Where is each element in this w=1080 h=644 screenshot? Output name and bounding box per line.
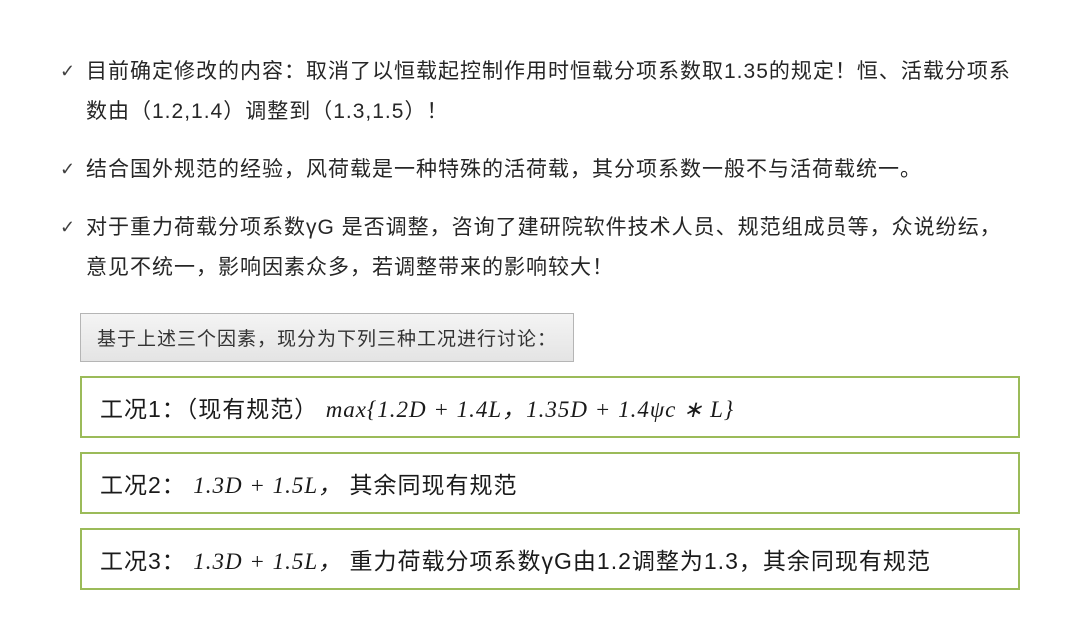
check-icon: ✓: [60, 208, 86, 248]
bullet-text: 对于重力荷载分项系数γG 是否调整，咨询了建研院软件技术人员、规范组成员等，众说…: [86, 208, 1020, 288]
case-label: 工况1：（现有规范）: [100, 396, 318, 422]
case-box-3: 工况3： 1.3D + 1.5L， 重力荷载分项系数γG由1.2调整为1.3，其…: [80, 528, 1020, 590]
bullet-item: ✓ 结合国外规范的经验，风荷载是一种特殊的活荷载，其分项系数一般不与活荷载统一。: [60, 150, 1020, 190]
bullet-item: ✓ 对于重力荷载分项系数γG 是否调整，咨询了建研院软件技术人员、规范组成员等，…: [60, 208, 1020, 288]
case-label: 工况2：: [100, 472, 186, 498]
case-label: 工况3：: [100, 548, 186, 574]
bullet-list: ✓ 目前确定修改的内容：取消了以恒载起控制作用时恒载分项系数取1.35的规定！恒…: [60, 52, 1020, 287]
bullet-text: 目前确定修改的内容：取消了以恒载起控制作用时恒载分项系数取1.35的规定！恒、活…: [86, 52, 1020, 132]
slide-container: ✓ 目前确定修改的内容：取消了以恒载起控制作用时恒载分项系数取1.35的规定！恒…: [0, 0, 1080, 644]
check-icon: ✓: [60, 52, 86, 92]
case-formula: 1.3D + 1.5L，: [193, 549, 342, 574]
case-formula: 1.3D + 1.5L，: [193, 473, 342, 498]
check-icon: ✓: [60, 150, 86, 190]
case-box-2: 工况2： 1.3D + 1.5L， 其余同现有规范: [80, 452, 1020, 514]
case-suffix: 重力荷载分项系数γG由1.2调整为1.3，其余同现有规范: [350, 548, 931, 574]
case-suffix: 其余同现有规范: [350, 472, 518, 498]
bullet-text: 结合国外规范的经验，风荷载是一种特殊的活荷载，其分项系数一般不与活荷载统一。: [86, 150, 1020, 190]
cases-container: 工况1：（现有规范） max{1.2D + 1.4L，1.35D + 1.4ψc…: [60, 376, 1020, 590]
bullet-item: ✓ 目前确定修改的内容：取消了以恒载起控制作用时恒载分项系数取1.35的规定！恒…: [60, 52, 1020, 132]
note-box: 基于上述三个因素，现分为下列三种工况进行讨论：: [80, 313, 574, 362]
case-box-1: 工况1：（现有规范） max{1.2D + 1.4L，1.35D + 1.4ψc…: [80, 376, 1020, 438]
case-formula: max{1.2D + 1.4L，1.35D + 1.4ψc ∗ L}: [326, 397, 734, 422]
